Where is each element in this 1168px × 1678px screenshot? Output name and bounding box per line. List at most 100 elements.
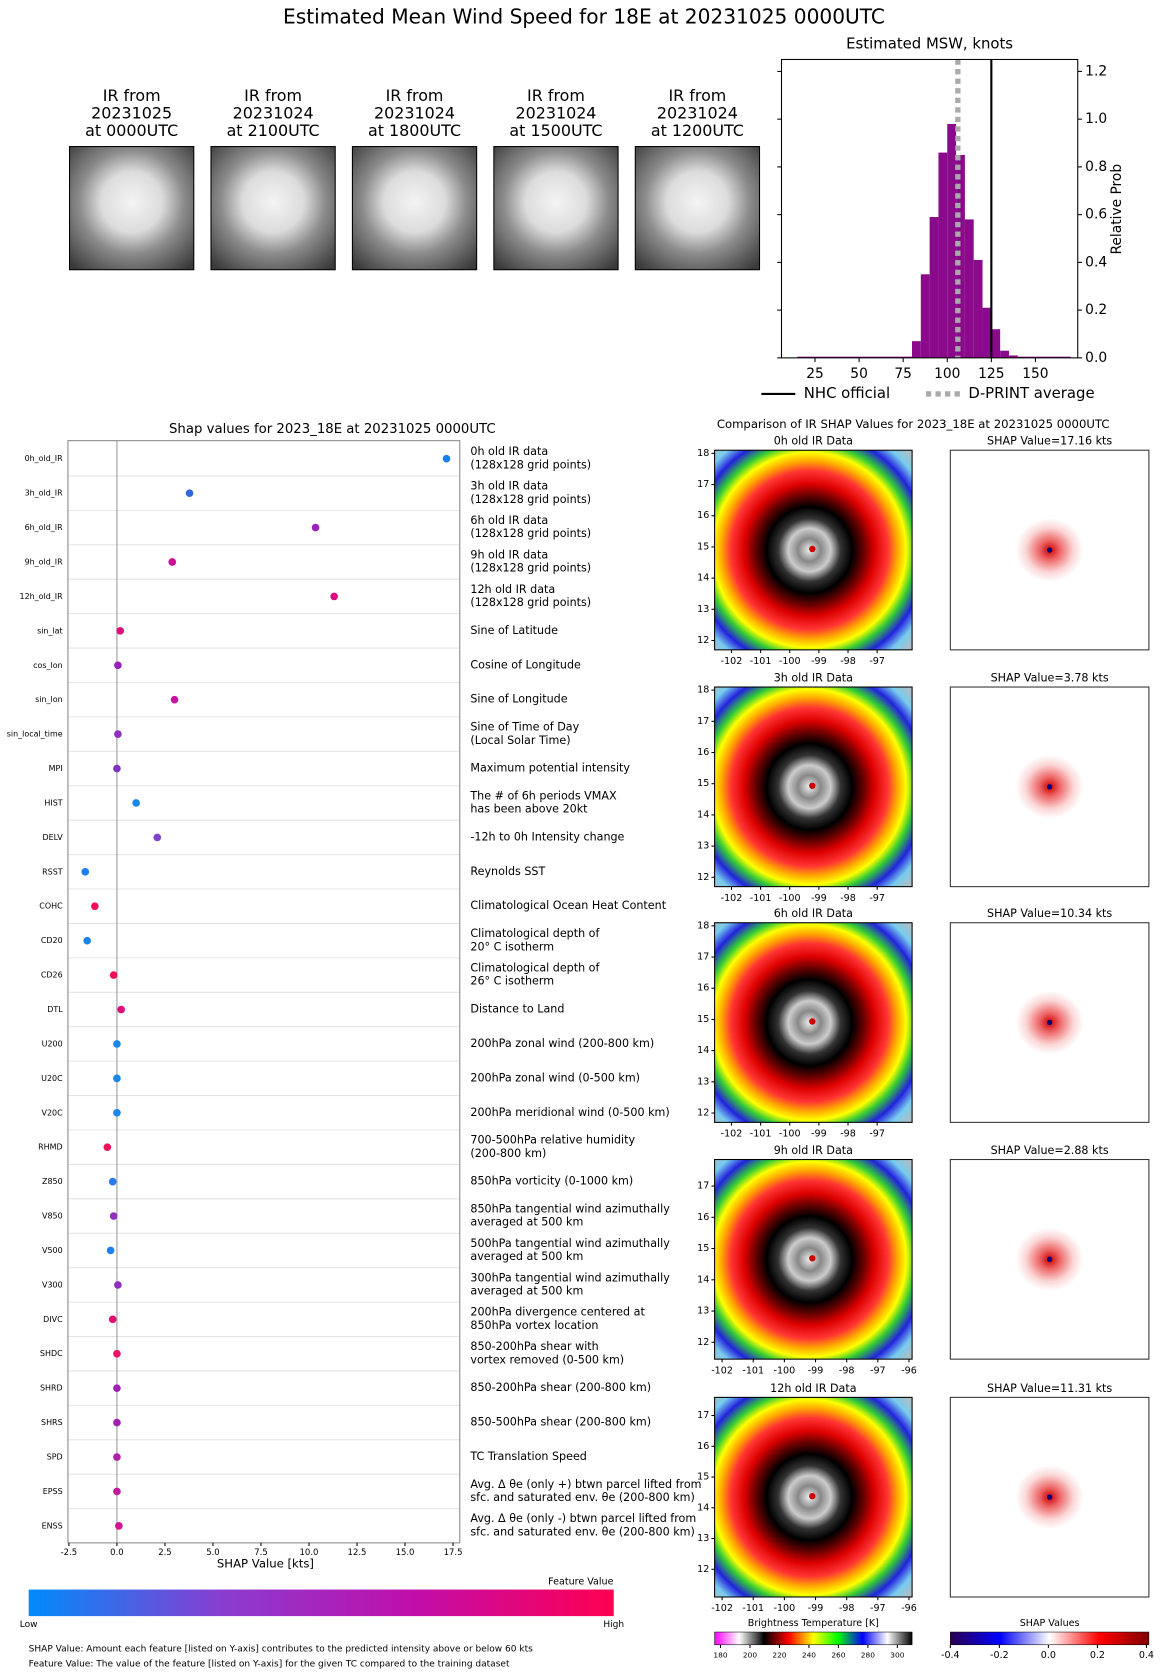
- colorbar-tick-label: -0.2: [990, 1650, 1009, 1661]
- x-tick-label: -99: [811, 656, 827, 667]
- shap-dot: [153, 833, 162, 842]
- shap-dot: [81, 867, 90, 876]
- histogram-bar: [938, 152, 948, 358]
- feature-description: 200hPa zonal wind (200-800 km): [470, 1037, 654, 1050]
- shap-dot: [170, 695, 179, 704]
- colorbar: [28, 1589, 614, 1617]
- colorbar-tick-label: 0.2: [1090, 1650, 1105, 1661]
- feature-description: 20° C isotherm: [470, 940, 554, 953]
- y-tick-label: 17: [697, 479, 709, 490]
- x-tick-label: 150: [1022, 366, 1048, 382]
- y-tick-label: 12: [697, 1108, 709, 1119]
- feature-label: sin_lat: [37, 626, 63, 635]
- shap-dot: [114, 661, 122, 670]
- y-tick-label: 14: [697, 1045, 709, 1056]
- feature-label: V500: [42, 1246, 63, 1255]
- thumbnail-label: at 1800UTC: [368, 121, 461, 140]
- x-tick-label: -100: [774, 1365, 796, 1376]
- thumbnail-label: IR from: [527, 86, 585, 105]
- thumbnail-label: 20231024: [515, 104, 596, 123]
- x-tick-label: 2.5: [158, 1548, 171, 1558]
- shap-dot: [113, 1487, 121, 1496]
- thumbnail-image: [210, 146, 336, 271]
- colorbar-tick-label: 0.0: [1041, 1650, 1056, 1661]
- histogram-bar: [956, 154, 965, 358]
- thumbnail-label: at 1200UTC: [651, 121, 744, 140]
- shap-core: [1046, 1256, 1053, 1262]
- histogram-bar: [1008, 355, 1018, 358]
- feature-description: (200-800 km): [470, 1147, 546, 1160]
- feature-description: Sine of Time of Day: [470, 720, 579, 733]
- histogram-bar: [1017, 356, 1071, 358]
- shap-dot: [113, 1349, 121, 1358]
- ir-panel-title: 6h old IR Data: [774, 907, 853, 920]
- feature-description: (128x128 grid points): [470, 596, 591, 609]
- y-tick-label: 14: [697, 809, 709, 820]
- y-tick-label: 1.0: [1085, 111, 1107, 127]
- feature-description: TC Translation Speed: [469, 1450, 586, 1463]
- x-tick-label: 125: [978, 366, 1004, 382]
- chart-title: Estimated MSW, knots: [846, 35, 1013, 53]
- shap-dot: [115, 1522, 123, 1530]
- y-tick-label: 17: [697, 952, 709, 963]
- chart-title: Shap values for 2023_18E at 20231025 000…: [169, 422, 496, 437]
- feature-label: V300: [42, 1280, 63, 1289]
- feature-description: Climatological depth of: [470, 927, 600, 940]
- shap-dot: [106, 1246, 115, 1255]
- histogram-bar: [982, 307, 992, 358]
- chart-title: Comparison of IR SHAP Values for 2023_18…: [717, 417, 1110, 431]
- feature-description: Sine of Longitude: [470, 693, 567, 706]
- feature-label: 6h_old_IR: [25, 523, 64, 532]
- y-tick-label: 14: [697, 1502, 709, 1513]
- colorbar-tick-label: 0.4: [1139, 1650, 1154, 1661]
- y-tick-label: 13: [697, 604, 709, 615]
- y-tick-label: 12: [697, 635, 709, 646]
- colorbar-high: High: [603, 1620, 624, 1630]
- feature-label: DIVC: [43, 1315, 63, 1324]
- feature-label: V20C: [42, 1108, 64, 1117]
- colorbar-title: Feature Value: [548, 1577, 613, 1588]
- feature-label: DTL: [47, 1005, 63, 1014]
- feature-label: RHMD: [38, 1143, 63, 1152]
- histogram-bar: [973, 259, 983, 358]
- feature-label: V850: [42, 1212, 63, 1221]
- y-tick-label: 12: [697, 872, 709, 883]
- shap-dot: [113, 1074, 121, 1083]
- x-tick-label: 25: [806, 366, 824, 382]
- thumbnail-label: at 0000UTC: [85, 121, 178, 140]
- feature-label: Z850: [42, 1177, 63, 1186]
- feature-description: 850hPa tangential wind azimuthally: [470, 1202, 670, 1215]
- x-tick-label: -102: [721, 656, 743, 667]
- feature-description: Cosine of Longitude: [470, 658, 581, 671]
- feature-description: 12h old IR data: [470, 583, 555, 596]
- x-tick-label: -97: [870, 1365, 886, 1376]
- x-tick-label: -100: [779, 1129, 801, 1140]
- feature-description: 200hPa divergence centered at: [470, 1306, 645, 1319]
- x-tick-label: -99: [808, 1603, 824, 1614]
- x-tick-label: -101: [750, 893, 772, 904]
- x-tick-label: 100: [934, 366, 960, 382]
- feature-label: DELV: [42, 833, 63, 842]
- feature-label: SHDC: [40, 1349, 63, 1358]
- y-tick-label: 13: [697, 1533, 709, 1544]
- colorbar-tick-label: 180: [713, 1650, 727, 1659]
- feature-description: sfc. and saturated env. θe (200-800 km): [470, 1526, 694, 1539]
- y-tick-label: 12: [697, 1564, 709, 1575]
- colorbar-label: Brightness Temperature [K]: [748, 1618, 879, 1629]
- feature-label: SPD: [47, 1453, 63, 1462]
- feature-description: 0h old IR data: [470, 445, 548, 458]
- feature-description: 300hPa tangential wind azimuthally: [470, 1271, 670, 1284]
- colorbar-tick-label: 240: [802, 1650, 816, 1659]
- y-tick-label: 16: [697, 510, 709, 521]
- colorbar-tick-label: -0.4: [941, 1650, 960, 1661]
- shap-dot: [185, 489, 194, 497]
- shap-core: [1046, 784, 1053, 790]
- colorbar-tick-label: 280: [861, 1650, 875, 1659]
- shap-dot: [109, 1212, 118, 1220]
- x-tick-label: -99: [808, 1365, 824, 1376]
- feature-label: CD26: [41, 971, 63, 980]
- legend-label: NHC official: [804, 384, 890, 402]
- axes-frame: [780, 58, 1079, 359]
- feature-description: 850hPa vorticity (0-1000 km): [470, 1175, 633, 1188]
- x-tick-label: -98: [839, 1603, 855, 1614]
